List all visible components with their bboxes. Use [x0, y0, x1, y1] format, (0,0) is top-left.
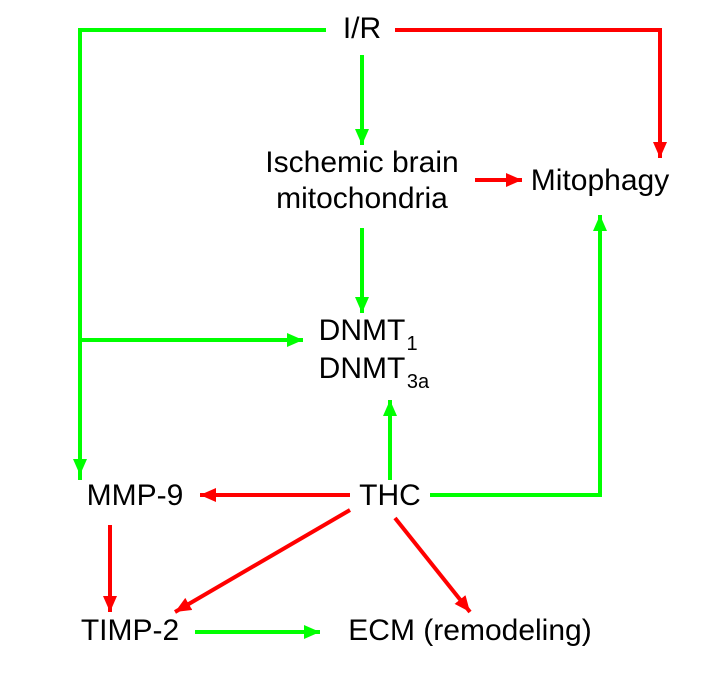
nodes-layer: I/R Ischemic brainmitochondria Mitophagy MM… — [81, 12, 669, 647]
node-dnmt1-sub: 1 — [406, 333, 417, 355]
edge-thc-to-ecm — [395, 518, 470, 612]
node-mmp9: MMP-9 — [87, 479, 184, 512]
node-dnmt3a: DNMT — [319, 352, 406, 385]
node-thc: THC — [359, 479, 421, 512]
edge-thc-to-timp2 — [175, 510, 350, 612]
node-mitophagy: Mitophagy — [531, 164, 669, 197]
edge-thc-to-mitophagy — [430, 215, 600, 495]
node-ecm: ECM (remodeling) — [348, 614, 591, 647]
edge-ir-left-down — [80, 30, 326, 480]
node-ischemic1: Ischemic brain — [265, 146, 458, 179]
edge-ir-to-mitophagy — [395, 30, 660, 158]
node-ir: I/R — [343, 12, 381, 45]
node-dnmt1: DNMT — [319, 314, 406, 347]
node-timp2: TIMP-2 — [81, 614, 179, 647]
node-ischemic2: mitochondria — [276, 182, 448, 215]
node-dnmt3a-sub: 3a — [407, 371, 430, 393]
